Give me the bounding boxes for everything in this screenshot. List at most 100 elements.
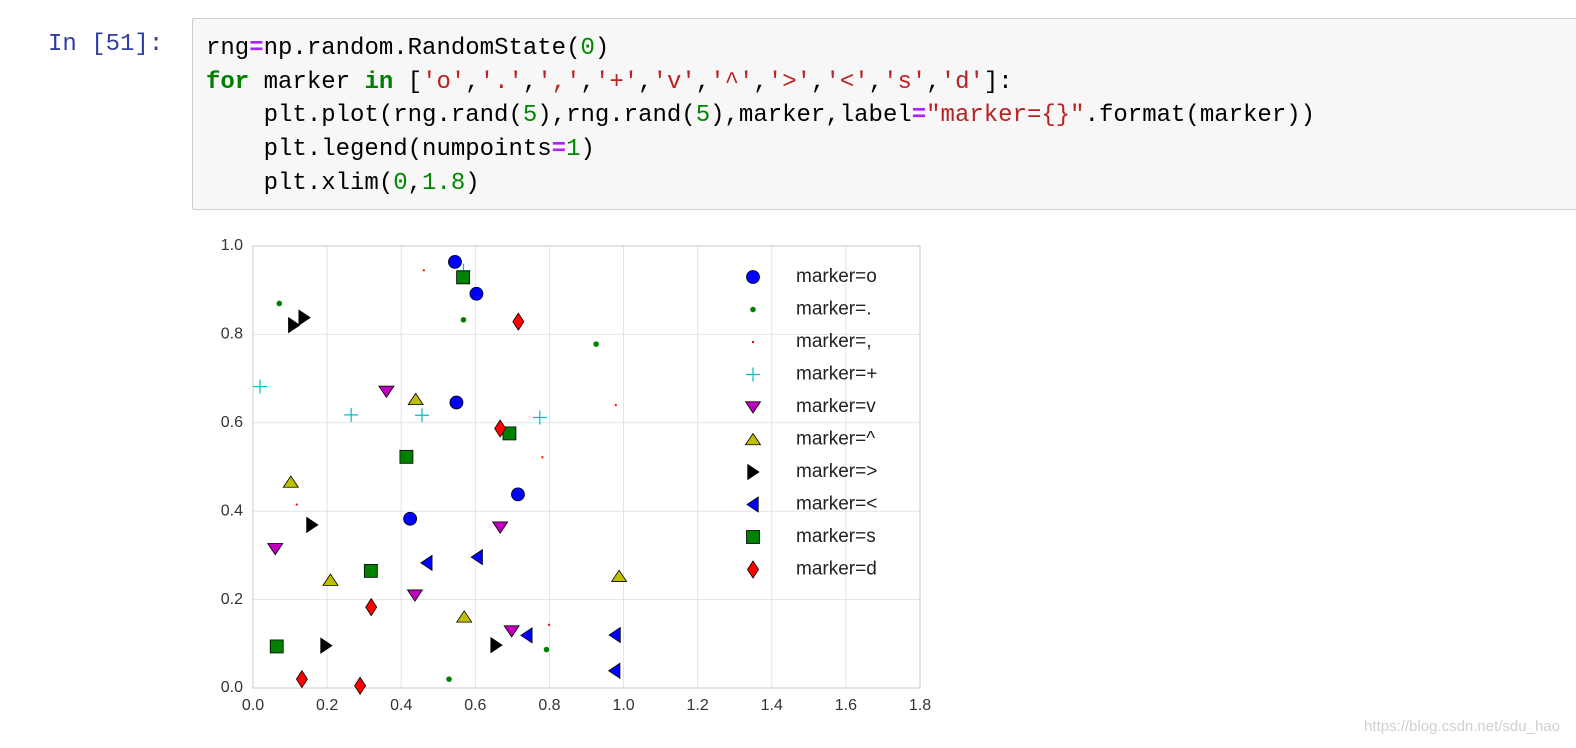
code-token: plt.plot(rng.rand(	[206, 102, 523, 130]
x-tick-label: 0.0	[242, 697, 264, 714]
code-token: 1	[566, 136, 581, 164]
code-editor[interactable]: rng=np.random.RandomState(0) for marker i…	[206, 32, 1315, 201]
marker	[593, 341, 599, 347]
legend-label: marker=<	[796, 494, 877, 515]
legend-label: marker=^	[796, 429, 875, 450]
code-token: =	[911, 102, 927, 130]
legend: marker=o marker=. marker=, marker=+ marker=v…	[744, 266, 877, 580]
axes-frame	[252, 245, 921, 689]
marker	[354, 676, 367, 696]
marker	[520, 627, 533, 644]
marker	[269, 639, 284, 654]
marker	[406, 589, 424, 602]
code-token: np.random.RandomState(	[263, 35, 581, 62]
code-token: '^'	[710, 68, 754, 96]
marker	[407, 392, 424, 406]
series	[420, 548, 621, 680]
legend-marker	[746, 496, 759, 513]
legend-marker	[746, 270, 760, 284]
marker	[494, 419, 507, 438]
legend-marker	[752, 341, 754, 343]
series	[276, 300, 599, 682]
marker	[420, 554, 433, 572]
marker	[614, 404, 617, 407]
marker	[399, 449, 414, 464]
legend-label: marker=,	[796, 331, 872, 352]
marker	[543, 646, 550, 653]
code-token: in	[364, 68, 394, 96]
code-token: 's'	[883, 68, 927, 96]
marker	[266, 543, 284, 556]
code-token: ,	[407, 169, 423, 197]
plot-area	[253, 246, 920, 688]
series	[403, 255, 525, 526]
x-tick-label: 0.8	[538, 697, 560, 714]
series	[288, 309, 503, 654]
code-token: ,	[868, 68, 884, 96]
x-tick-label: 1.8	[909, 697, 931, 714]
marker	[378, 385, 395, 399]
code-token: =	[249, 35, 264, 62]
marker	[363, 563, 378, 578]
marker	[288, 316, 301, 334]
legend-label: marker=d	[796, 559, 877, 580]
code-token: rng	[206, 35, 250, 62]
legend-marker	[746, 367, 760, 382]
code-token: '>'	[767, 68, 812, 96]
marker	[449, 395, 464, 410]
marker	[344, 407, 359, 422]
code-token: '+'	[594, 68, 639, 96]
x-tick-label: 0.4	[390, 697, 412, 714]
code-line: plt.legend(numpoints=1)	[206, 133, 1315, 167]
code-line: rng=np.random.RandomState(0)	[206, 32, 1315, 66]
legend-marker	[747, 560, 759, 579]
x-tick-label: 1.6	[835, 697, 857, 714]
series	[282, 392, 628, 623]
marker	[306, 516, 319, 534]
code-line: plt.xlim(0,1.8)	[206, 167, 1315, 201]
series	[295, 312, 525, 696]
legend-label: marker=v	[796, 396, 876, 417]
legend-label: marker=>	[796, 461, 877, 482]
code-token: ,	[580, 68, 595, 96]
marker	[455, 610, 473, 623]
marker	[456, 270, 471, 285]
code-token: for	[206, 68, 250, 96]
x-tick-label: 0.2	[316, 697, 338, 714]
code-token: ,	[811, 68, 826, 96]
marker	[548, 623, 551, 626]
legend-label: marker=+	[796, 364, 877, 385]
x-tick-label: 1.4	[761, 697, 783, 714]
legend-marker	[747, 463, 760, 481]
marker	[490, 636, 503, 654]
code-token: "marker={}"	[926, 102, 1085, 130]
code-token: 0	[580, 35, 595, 62]
code-token: .format(marker))	[1084, 102, 1316, 130]
series	[266, 385, 520, 638]
code-token: 0	[393, 169, 408, 197]
legend-marker	[744, 401, 762, 414]
marker	[610, 569, 628, 582]
code-token: ]:	[983, 68, 1013, 96]
marker	[541, 456, 544, 459]
code-cell[interactable]: rng=np.random.RandomState(0) for marker i…	[192, 18, 1576, 210]
code-token: [	[393, 68, 423, 96]
marker	[403, 511, 418, 526]
code-token: ),rng.rand(	[537, 102, 696, 130]
code-token: ,	[522, 68, 538, 96]
marker	[470, 548, 483, 566]
code-token: '<'	[825, 68, 869, 96]
marker	[469, 286, 484, 301]
y-tick-label: 0.4	[221, 502, 243, 519]
code-line: for marker in ['o','.',',','+','v','^','…	[206, 66, 1315, 100]
series	[295, 269, 617, 626]
legend-label: marker=.	[796, 299, 872, 320]
legend-label: marker=s	[796, 526, 876, 547]
marker	[511, 487, 525, 502]
marker	[365, 597, 378, 617]
code-token: )	[594, 35, 610, 62]
code-token: ','	[537, 68, 581, 96]
y-tick-label: 0.6	[221, 414, 243, 431]
code-token: '.'	[479, 68, 523, 96]
code-token: plt.legend(numpoints	[206, 136, 552, 164]
